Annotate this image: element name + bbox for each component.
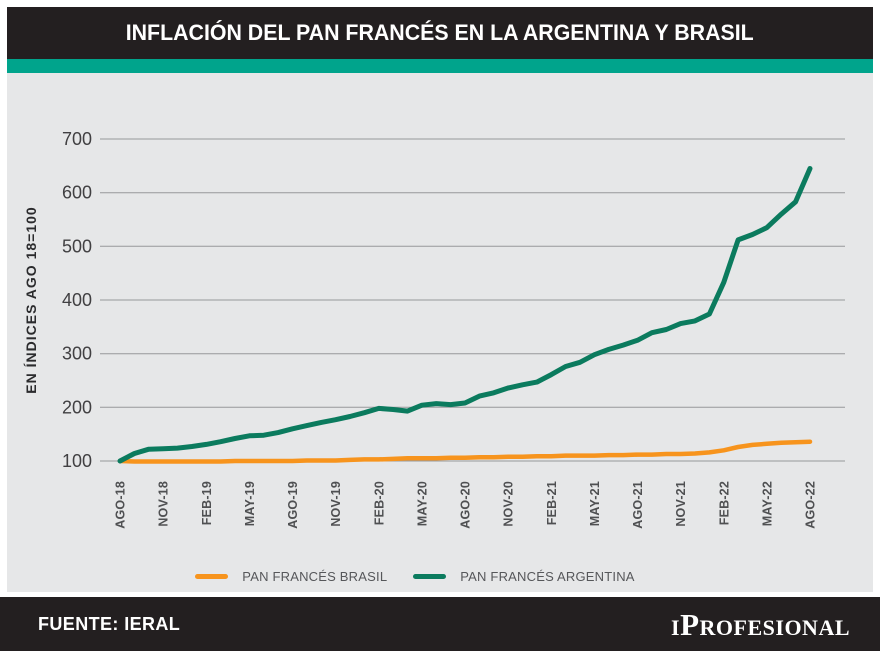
- chart-legend: PAN FRANCÉS BRASIL PAN FRANCÉS ARGENTINA: [0, 569, 854, 584]
- x-tick-label: AGO-21: [631, 481, 645, 529]
- footer-bar: FUENTE: IERAL iProfesional: [0, 597, 880, 651]
- y-tick-label: 300: [62, 344, 92, 364]
- y-tick-label: 700: [62, 129, 92, 149]
- x-tick-label: FEB-21: [545, 481, 559, 525]
- brasil-legend-item: PAN FRANCÉS BRASIL: [195, 569, 399, 584]
- x-tick-label: AGO-18: [114, 481, 128, 529]
- x-tick-label: FEB-20: [372, 481, 386, 525]
- page-title: INFLACIÓN DEL PAN FRANCÉS EN LA ARGENTIN…: [126, 20, 754, 45]
- accent-stripe: [7, 59, 873, 73]
- y-tick-label: 200: [62, 397, 92, 417]
- iprofesional-logo: iProfesional: [671, 606, 850, 642]
- x-tick-label: MAY-20: [415, 481, 429, 526]
- chart-panel: 100 200 300 400 500 600 700 AGO-18 NOV-18 FEB-19 M…: [7, 73, 873, 592]
- argentina-line: [117, 166, 813, 464]
- x-tick-label: AGO-22: [804, 481, 818, 529]
- x-tick-label: AGO-20: [459, 481, 473, 529]
- title-bar: INFLACIÓN DEL PAN FRANCÉS EN LA ARGENTIN…: [7, 7, 873, 59]
- brasil-legend-swatch: [195, 574, 229, 579]
- x-tick-label: AGO-19: [286, 481, 300, 529]
- argentina-legend-swatch: [413, 574, 447, 579]
- x-tick-label: NOV-20: [502, 481, 516, 527]
- x-tick-label: NOV-19: [329, 481, 343, 527]
- x-tick-label: FEB-19: [200, 481, 214, 525]
- y-tick-label: 500: [62, 236, 92, 256]
- x-tick-label: MAY-21: [588, 481, 602, 526]
- y-tick-label: 100: [62, 451, 92, 471]
- x-tick-label: MAY-22: [760, 481, 774, 526]
- argentina-legend-item: PAN FRANCÉS ARGENTINA: [413, 569, 646, 584]
- line-chart: 100 200 300 400 500 600 700 AGO-18 NOV-18 FEB-19 M…: [23, 129, 845, 529]
- source-label: FUENTE: IERAL: [38, 613, 181, 634]
- x-tick-label: NOV-18: [157, 481, 171, 527]
- y-tick-label: 600: [62, 183, 92, 203]
- x-tick-label: NOV-21: [674, 481, 688, 527]
- brasil-legend-label: PAN FRANCÉS BRASIL: [242, 569, 388, 584]
- x-tick-label: FEB-22: [717, 481, 731, 525]
- y-tick-label: 400: [62, 290, 92, 310]
- argentina-legend-label: PAN FRANCÉS ARGENTINA: [460, 569, 635, 584]
- x-tick-label: MAY-19: [243, 481, 257, 526]
- brasil-line: [117, 439, 813, 464]
- y-axis-title: EN ÍNDICES AGO 18=100: [23, 206, 39, 393]
